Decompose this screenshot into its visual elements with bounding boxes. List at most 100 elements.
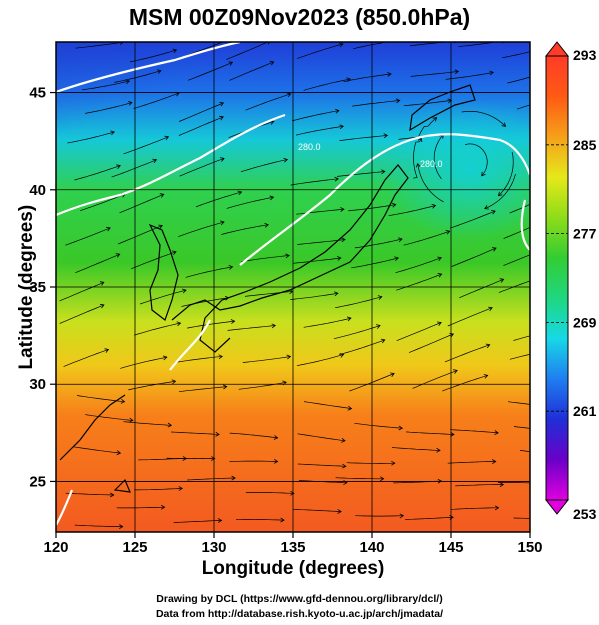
- credit-drawing: Drawing by DCL (https://www.gfd-dennou.o…: [156, 593, 443, 605]
- streamline: [236, 519, 285, 521]
- streamline-arrow: [494, 430, 499, 435]
- streamline: [433, 134, 444, 180]
- streamline-arrow: [437, 273, 443, 278]
- streamline: [296, 208, 344, 215]
- y-axis-ticks: 25 30 35 40 45: [29, 85, 56, 490]
- colorbar: 253 261 269 277 285 293: [544, 41, 597, 522]
- streamline-arrow: [116, 164, 121, 169]
- streamline-arrow: [454, 69, 460, 75]
- streamline: [408, 333, 454, 353]
- streamline: [178, 386, 227, 393]
- streamline: [392, 447, 441, 451]
- streamline-arrow: [335, 108, 340, 114]
- streamline: [353, 42, 389, 50]
- streamline: [187, 320, 235, 329]
- streamline-arrow: [120, 398, 126, 404]
- streamline-arrow: [220, 157, 225, 162]
- streamline-arrow: [489, 70, 494, 76]
- streamline-arrow: [485, 343, 491, 349]
- streamline-arrow: [501, 122, 507, 127]
- streamline-arrow: [159, 193, 165, 198]
- x-tick-label: 150: [517, 539, 542, 556]
- streamline: [410, 71, 459, 77]
- streamline: [293, 257, 341, 264]
- streamline-arrow: [219, 101, 225, 107]
- streamline-arrow: [398, 237, 403, 243]
- streamline-arrow: [492, 459, 497, 464]
- map-plot: 280.0 280.0 120 125 130 135 140 145 150 25 30 35…: [29, 41, 597, 556]
- streamline: [465, 143, 488, 177]
- y-tick-label: 35: [29, 279, 46, 296]
- streamline: [396, 322, 442, 342]
- streamline-arrow: [437, 478, 443, 484]
- streamline: [74, 524, 123, 527]
- streamline: [59, 304, 105, 324]
- streamline-arrow: [488, 306, 493, 312]
- contour-280-line-ne: [520, 199, 530, 251]
- x-tick-label: 130: [201, 539, 226, 556]
- streamline-arrow: [106, 226, 111, 232]
- x-tick-label: 120: [43, 539, 68, 556]
- colorbar-min-triangle: [544, 499, 570, 515]
- streamline: [75, 42, 124, 49]
- streamline: [513, 335, 530, 341]
- streamline: [406, 431, 455, 435]
- streamline-arrow: [497, 191, 503, 197]
- streamline-arrow: [115, 253, 121, 258]
- streamline: [195, 191, 242, 208]
- streamline: [507, 76, 530, 84]
- streamline: [388, 205, 436, 217]
- x-tick-label: 145: [438, 539, 463, 556]
- streamline-arrow: [176, 321, 182, 327]
- streamline: [303, 78, 351, 91]
- streamline-arrow: [339, 124, 344, 130]
- streamline-arrow: [273, 435, 279, 440]
- streamline-arrow: [445, 230, 451, 235]
- streamline: [354, 422, 403, 429]
- streamline: [403, 100, 452, 107]
- streamline: [507, 401, 530, 405]
- streamline-arrow: [218, 354, 223, 360]
- streamline-arrow: [172, 48, 178, 54]
- streamline: [458, 42, 498, 48]
- streamline: [335, 296, 382, 309]
- contour-295-line: [56, 489, 74, 526]
- streamline: [290, 292, 338, 300]
- streamline: [226, 196, 274, 209]
- streamline-arrow: [228, 61, 234, 66]
- streamline: [343, 73, 392, 82]
- streamline: [131, 251, 177, 270]
- streamline: [461, 110, 506, 127]
- streamline-arrow: [267, 42, 271, 45]
- streamline-arrow: [347, 405, 353, 411]
- streamline: [498, 280, 530, 293]
- contour-labels: 280.0 280.0: [298, 142, 443, 169]
- streamline-arrow: [483, 374, 489, 379]
- streamline-arrow: [383, 133, 389, 139]
- streamline: [497, 482, 530, 484]
- streamline: [59, 281, 104, 302]
- y-tick-label: 30: [29, 376, 46, 393]
- streamline: [297, 433, 346, 442]
- streamline: [442, 375, 488, 392]
- temperature-field: 280.0 280.0: [56, 42, 530, 532]
- streamline: [445, 72, 494, 80]
- streamline-arrow: [274, 458, 279, 464]
- streamline: [396, 273, 442, 291]
- streamline: [484, 173, 516, 209]
- streamline-arrow: [334, 291, 339, 297]
- streamline: [336, 171, 385, 177]
- streamline-arrow: [481, 171, 486, 177]
- x-axis-label: Longitude (degrees): [201, 558, 385, 579]
- contour-label: 280.0: [298, 142, 321, 152]
- streamline-arrow: [376, 324, 381, 329]
- streamline-arrow: [156, 69, 162, 74]
- streamline: [128, 380, 176, 391]
- streamline: [129, 49, 177, 63]
- streamline: [186, 42, 224, 56]
- contour-280-line-sw: [169, 319, 211, 371]
- colorbar-tick-label: 285: [573, 137, 597, 153]
- streamline-arrow: [336, 256, 342, 261]
- streamline-arrow: [269, 60, 275, 66]
